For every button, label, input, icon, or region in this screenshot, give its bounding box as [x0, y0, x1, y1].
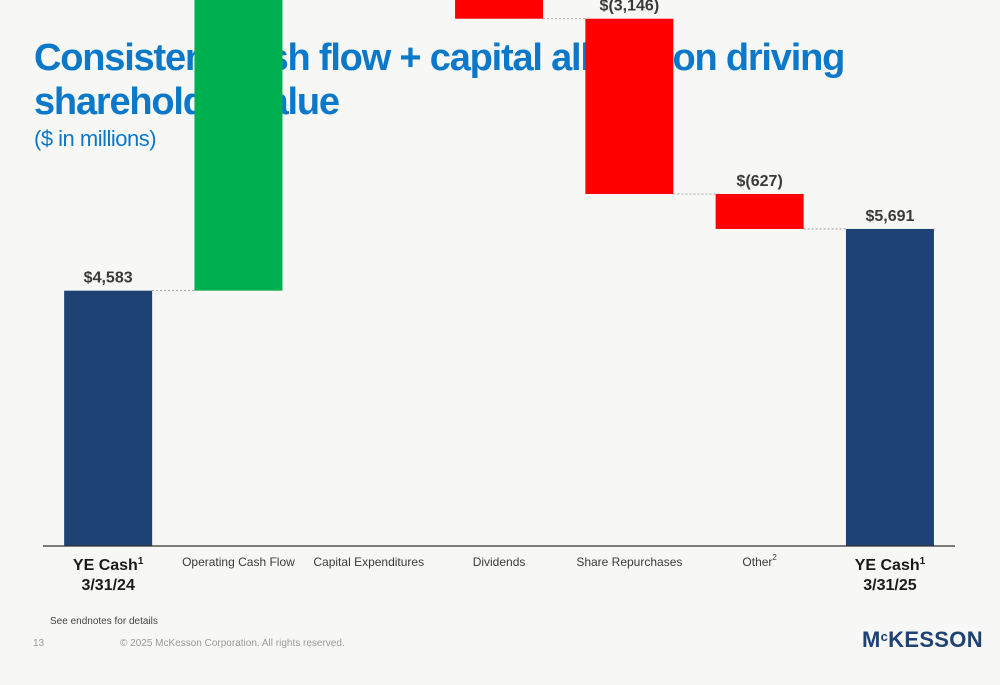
value-label: $(3,146) — [600, 0, 660, 15]
waterfall-bar — [715, 193, 804, 229]
category-label: Operating Cash Flow — [182, 555, 295, 569]
value-label: $4,583 — [84, 270, 133, 287]
mckesson-logo: McKESSON — [862, 627, 983, 652]
category-label-date: 3/31/24 — [81, 577, 134, 594]
category-label: Share Repurchases — [576, 555, 682, 569]
value-label: $5,691 — [865, 208, 914, 225]
waterfall-bar — [585, 18, 674, 194]
value-label: $(627) — [737, 173, 783, 190]
category-label-date: 3/31/25 — [863, 577, 916, 594]
category-label: YE Cash1 — [73, 556, 144, 574]
category-label: Other2 — [742, 553, 777, 569]
category-label: Dividends — [473, 555, 526, 569]
page-number: 13 — [33, 638, 45, 649]
category-label: Capital Expenditures — [313, 555, 424, 569]
copyright-text: © 2025 McKesson Corporation. All rights … — [120, 638, 345, 649]
waterfall-bar — [455, 0, 544, 19]
footnote: See endnotes for details — [50, 616, 158, 627]
waterfall-bar — [845, 228, 934, 546]
slide-subtitle: ($ in millions) — [34, 126, 157, 151]
slide-title: Consistent cash flow + capital allocatio… — [34, 37, 845, 123]
waterfall-bar — [194, 0, 283, 291]
waterfall-bar — [64, 290, 153, 546]
category-label: YE Cash1 — [855, 556, 926, 574]
